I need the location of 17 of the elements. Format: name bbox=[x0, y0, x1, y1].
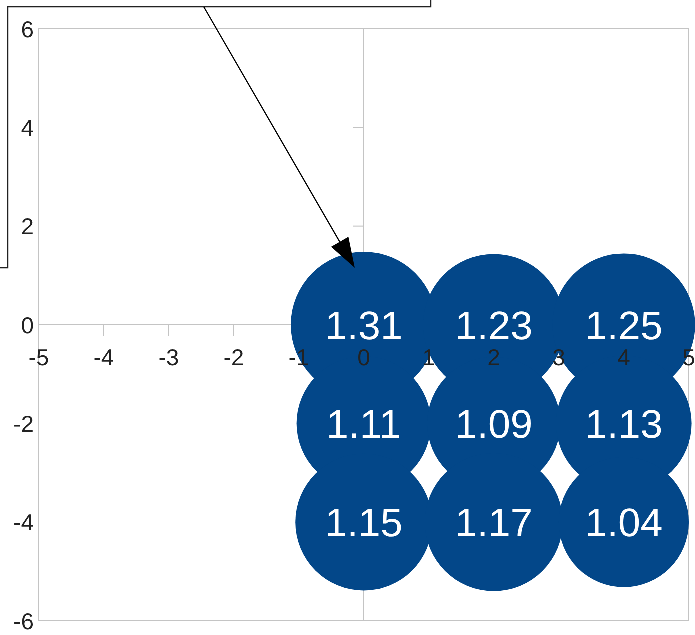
data-label: 1.17 bbox=[455, 502, 533, 546]
data-label: 1.04 bbox=[585, 502, 663, 546]
y-tick-label: -2 bbox=[14, 410, 34, 437]
x-tick-label: -5 bbox=[28, 344, 50, 370]
y-tick-label: 4 bbox=[21, 114, 34, 141]
data-label: 1.09 bbox=[455, 403, 533, 448]
y-tick-label: 0 bbox=[21, 312, 34, 338]
x-tick-label: -2 bbox=[224, 344, 244, 370]
y-tick-label: -4 bbox=[14, 510, 34, 536]
data-label: 1.11 bbox=[326, 403, 402, 448]
data-label: 1.13 bbox=[585, 403, 663, 448]
data-label: 1.15 bbox=[325, 502, 403, 546]
x-tick-label: -3 bbox=[158, 344, 180, 370]
y-tick-label: -6 bbox=[14, 608, 34, 634]
y-tick-label: 6 bbox=[21, 16, 34, 42]
y-tick-label: 2 bbox=[21, 214, 34, 240]
x-tick-label: -4 bbox=[94, 344, 114, 370]
